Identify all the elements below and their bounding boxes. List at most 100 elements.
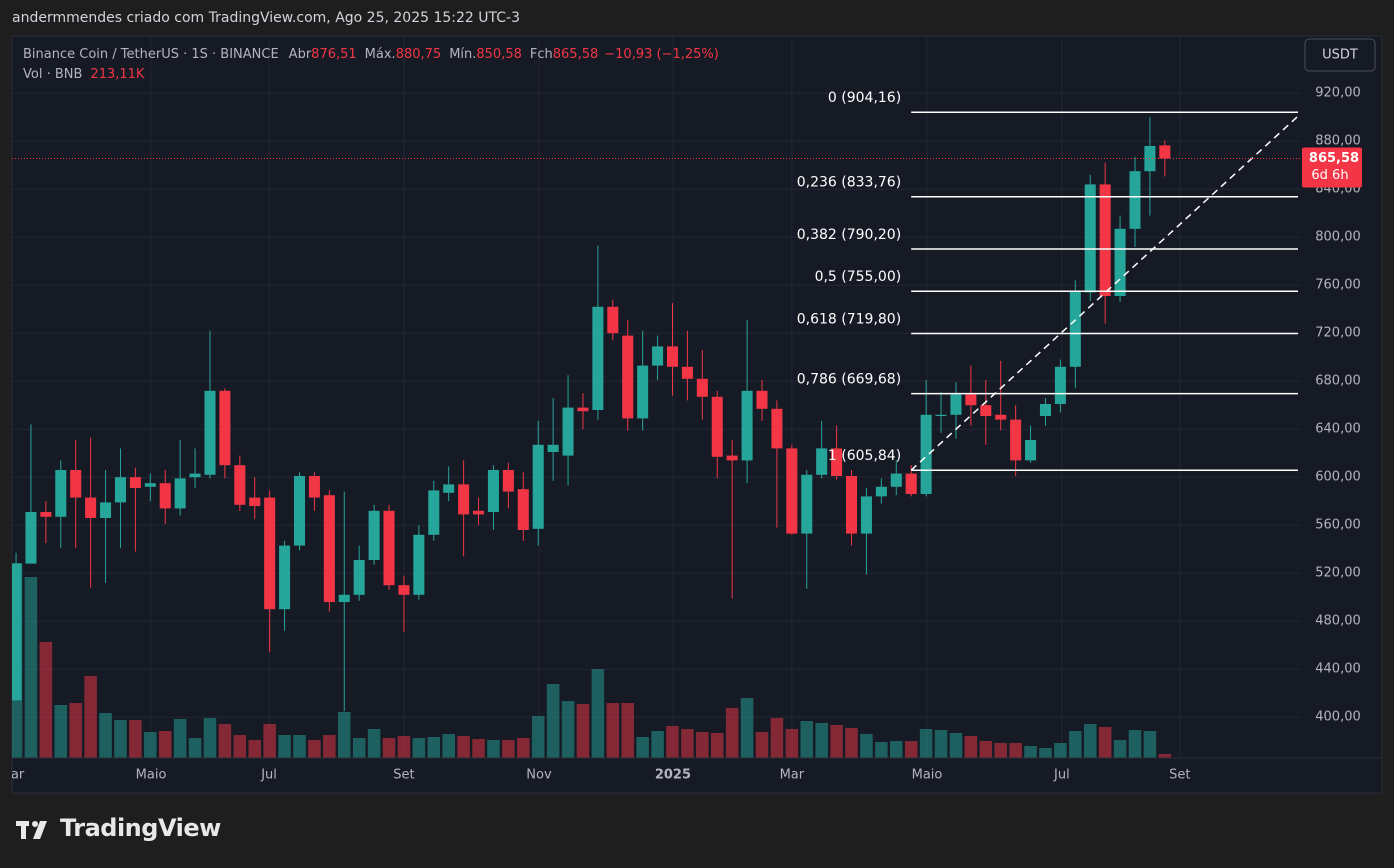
volume-bar xyxy=(904,741,918,758)
volume-bar xyxy=(1128,730,1142,758)
ohlc-value: 880,75 xyxy=(395,47,442,62)
candle-body xyxy=(502,470,514,492)
volume-bar xyxy=(502,740,515,758)
candle-body xyxy=(637,365,649,419)
currency-label[interactable]: USDT xyxy=(1322,48,1358,63)
volume-bar xyxy=(517,738,530,758)
candle-body xyxy=(144,483,156,487)
candle-body xyxy=(443,484,455,493)
volume-bar xyxy=(666,726,679,758)
candle-body xyxy=(726,455,738,461)
volume-bar xyxy=(561,701,575,758)
y-tick-label: 880,00 xyxy=(1315,134,1361,149)
candle-body xyxy=(532,444,544,529)
candle-body xyxy=(114,477,126,503)
volume-bar xyxy=(830,725,843,758)
candle-body xyxy=(70,470,82,498)
volume-bar xyxy=(949,733,963,758)
volume-bar xyxy=(69,703,82,758)
fib-label: 0,5 (755,00) xyxy=(815,269,902,285)
volume-bar xyxy=(1098,727,1112,758)
price-tag-label: 865,58 xyxy=(1309,151,1359,166)
candle-body xyxy=(204,390,216,475)
y-tick-label: 520,00 xyxy=(1315,566,1361,581)
volume-bar xyxy=(890,741,903,758)
candle-body xyxy=(920,414,932,494)
candle-body xyxy=(308,476,320,498)
candle-body xyxy=(771,408,783,449)
volume-bar xyxy=(755,732,769,758)
candle-body xyxy=(1099,184,1111,296)
y-tick-label: 480,00 xyxy=(1315,614,1361,629)
volume-bar xyxy=(800,721,814,758)
volume-bar xyxy=(427,737,441,758)
candle-body xyxy=(980,405,992,416)
volume-bar xyxy=(621,703,634,758)
y-tick-label: 760,00 xyxy=(1315,278,1361,293)
symbol: Binance Coin / TetherUS · 1S · BINANCE xyxy=(23,47,279,62)
candle-body xyxy=(100,502,112,518)
legend: Binance Coin / TetherUS · 1S · BINANCE Ab… xyxy=(23,45,727,85)
candle-body xyxy=(368,510,380,560)
volume-bar xyxy=(576,704,590,758)
volume-bar xyxy=(367,729,381,758)
candle-body xyxy=(85,497,97,518)
x-tick-label: Jul xyxy=(1053,768,1070,783)
fib-trend-line xyxy=(910,115,1299,471)
currency-button[interactable] xyxy=(1304,38,1376,72)
candle-body xyxy=(189,473,201,478)
volume-bar xyxy=(710,733,724,758)
candle-body xyxy=(816,448,828,475)
volume-bar xyxy=(1143,731,1157,758)
legend-row: Binance Coin / TetherUS · 1S · BINANCE Ab… xyxy=(23,45,727,65)
ohlc-value: 876,51 xyxy=(311,47,357,62)
volume-bar xyxy=(531,716,545,758)
candle-body xyxy=(159,483,171,509)
candle-body xyxy=(129,477,141,488)
candle-body xyxy=(607,306,619,334)
candle-body xyxy=(622,335,634,419)
candle-body xyxy=(413,534,425,595)
x-tick-label: Nov xyxy=(526,768,552,783)
change: −10,93 (−1,25%) xyxy=(604,47,719,62)
candle-body xyxy=(219,390,231,466)
volume-bar xyxy=(1083,724,1097,758)
ohlc-label: Mín. xyxy=(449,47,477,62)
candle-body xyxy=(965,394,977,406)
candle-body xyxy=(487,470,499,512)
candle-body xyxy=(1159,145,1171,159)
volume-bar xyxy=(964,736,978,758)
candle-body xyxy=(935,414,947,416)
volume-bar xyxy=(457,736,470,758)
fib-label: 1 (605,84) xyxy=(828,448,901,464)
x-tick-label: Set xyxy=(1169,768,1190,783)
candle-body xyxy=(1025,440,1037,461)
candle-body xyxy=(681,366,693,379)
candle-body xyxy=(1039,404,1051,416)
volume-bar xyxy=(1009,743,1022,758)
candle-body xyxy=(398,585,410,595)
volume-bar xyxy=(54,705,68,758)
volume-bar xyxy=(24,577,38,758)
volume-bar xyxy=(397,736,411,758)
candle-body xyxy=(890,473,902,487)
volume-bar xyxy=(203,718,217,758)
volume-bar xyxy=(487,740,500,758)
candle-body xyxy=(264,497,276,610)
volume-bar xyxy=(740,698,754,758)
volume-bar xyxy=(1158,753,1172,758)
candle-body xyxy=(234,465,246,505)
volume-bar xyxy=(770,718,784,758)
volume-bar xyxy=(994,743,1007,758)
volume-bar xyxy=(845,728,858,758)
y-tick-label: 800,00 xyxy=(1315,230,1361,245)
volume-bar xyxy=(442,734,455,758)
fib-label: 0,618 (719,80) xyxy=(797,311,901,327)
candle-body xyxy=(652,346,664,366)
volume-bar xyxy=(99,713,112,758)
volume-bar xyxy=(308,740,321,758)
brand-logo xyxy=(16,821,47,839)
ohlc-label: Fch xyxy=(529,47,553,62)
